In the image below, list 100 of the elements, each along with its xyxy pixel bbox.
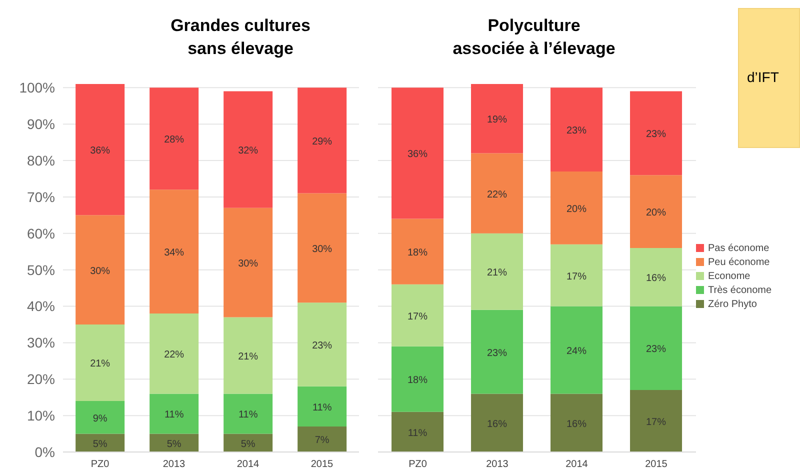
bar [392,284,444,346]
data-label: 20% [566,204,587,215]
bar [550,171,603,244]
data-label: 29% [312,136,332,148]
bar [150,434,199,452]
data-label: 23% [646,344,666,356]
y-tick-label: 80% [26,152,55,168]
data-label: 36% [90,146,110,157]
bar [76,84,125,216]
bar [471,84,524,154]
data-label: 19% [487,114,508,126]
bar [630,390,682,452]
data-label: 21% [90,358,110,370]
bar [630,175,682,248]
data-label: 17% [566,271,587,282]
bar [224,317,273,394]
data-label: 11% [238,410,258,421]
bar [392,218,444,284]
x-tick-label: 2015 [645,459,668,470]
data-label: 23% [487,348,508,359]
x-tick-label: PZ0 [408,459,428,470]
bar [298,193,347,303]
bar [630,91,682,176]
data-label: 18% [408,375,428,386]
bar [392,88,444,219]
data-label: 11% [164,410,184,421]
bar [298,386,347,426]
bar [150,190,199,314]
data-label: 23% [566,126,587,137]
y-tick-label: 100% [19,80,55,96]
chart-title: Grandes cultures sans élevage [170,15,312,60]
bar [76,434,125,452]
legend-label: Pas économe [708,242,770,254]
data-label: 32% [238,146,258,157]
legend-label: Peu économe [708,256,770,268]
y-tick-label: 70% [26,188,55,205]
data-label: 11% [408,428,428,439]
data-label: 16% [487,418,508,430]
data-label: 30% [238,258,258,270]
data-label: 17% [646,417,666,428]
x-tick-label: 2013 [162,459,186,470]
x-tick-label: 2014 [566,459,588,470]
bar [150,88,199,190]
x-tick-label: 2013 [486,459,509,470]
y-tick-label: 60% [26,225,55,242]
y-tick-label: 50% [26,262,55,278]
data-label: 22% [487,189,508,200]
data-label: 5% [166,438,182,450]
y-tick-label: 20% [26,371,55,388]
bar [471,394,524,452]
bar [471,153,524,234]
data-label: 23% [312,340,332,352]
bar [298,88,347,194]
data-label: 16% [566,418,587,430]
data-label: 24% [566,346,587,357]
bar [224,394,273,434]
data-label: 30% [90,266,110,277]
bar [224,208,273,318]
bar [150,394,199,434]
data-label: 21% [238,351,258,362]
y-tick-label: 10% [26,408,55,424]
legend-label: Très économe [708,284,772,296]
data-label: 11% [312,402,332,414]
data-label: 7% [314,435,330,446]
text: d’IFT [747,69,780,85]
y-tick-label: 30% [26,334,55,351]
data-label: 20% [646,208,666,219]
data-label: 36% [408,149,428,160]
data-label: 28% [164,134,184,146]
data-label: 34% [164,248,184,259]
bar [471,310,524,394]
data-label: 30% [312,244,332,255]
bar [76,324,125,401]
bar [298,426,347,452]
y-tick-label: 90% [26,116,55,132]
bar [76,215,125,324]
data-label: 17% [408,311,428,322]
data-label: 18% [408,248,428,259]
bar [630,306,682,390]
bar [224,91,273,208]
legend-label: Econome [708,270,750,282]
x-tick-label: 2015 [310,459,334,470]
bar [76,400,125,434]
x-tick-label: 2014 [236,459,260,470]
bar [471,233,524,310]
bar [392,412,444,452]
bar [224,434,273,452]
bar [550,394,603,452]
data-label: 5% [92,438,108,450]
bar [392,346,444,412]
data-label: 9% [92,413,108,424]
data-label: 23% [646,129,666,140]
chart-title: Polyculture associée à l’élevage [452,15,616,60]
bar [550,88,603,172]
data-label: 21% [487,268,508,279]
x-tick-label: PZ0 [90,459,110,470]
data-label: 16% [646,273,666,284]
bar [630,248,682,306]
legend-label: Zéro Phyto [708,298,757,310]
y-tick-label: 40% [26,298,55,314]
